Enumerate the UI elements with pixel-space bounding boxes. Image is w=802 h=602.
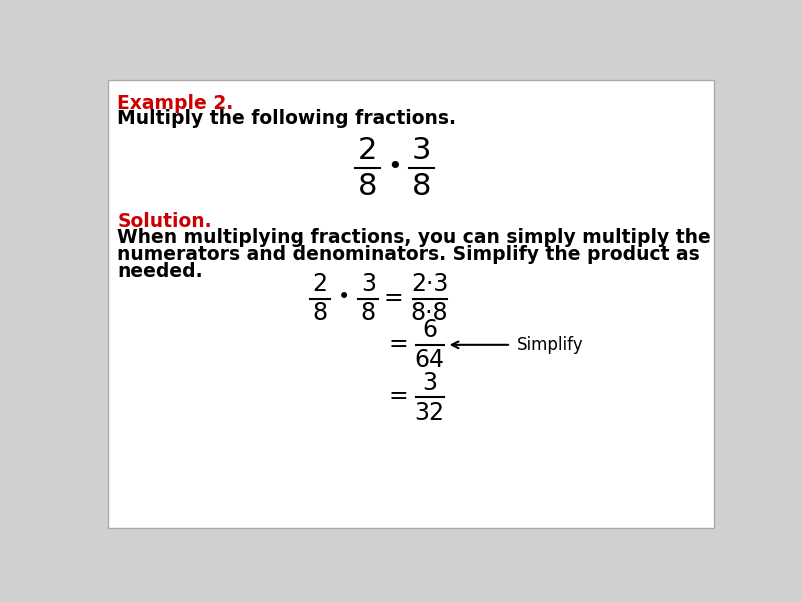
Text: 8: 8 [412, 172, 431, 202]
Text: numerators and denominators. Simplify the product as: numerators and denominators. Simplify th… [117, 245, 700, 264]
Text: 3: 3 [412, 135, 431, 164]
FancyBboxPatch shape [108, 80, 714, 528]
Text: 8: 8 [358, 172, 378, 202]
Text: 6: 6 [422, 318, 437, 342]
Text: 8: 8 [361, 301, 376, 325]
Text: Example 2.: Example 2. [117, 94, 233, 113]
Text: 8·8: 8·8 [411, 301, 448, 325]
Text: •: • [387, 155, 402, 179]
Text: Simplify: Simplify [517, 336, 584, 354]
Text: When multiplying fractions, you can simply multiply the: When multiplying fractions, you can simp… [117, 228, 711, 247]
Text: needed.: needed. [117, 262, 203, 281]
Text: 32: 32 [415, 400, 444, 424]
Text: 2: 2 [358, 135, 377, 164]
Text: Solution.: Solution. [117, 213, 212, 231]
Text: 3: 3 [422, 371, 437, 394]
Text: =: = [389, 385, 408, 408]
Text: 2·3: 2·3 [411, 272, 448, 296]
Text: 3: 3 [361, 272, 376, 296]
Text: 8: 8 [312, 301, 327, 325]
Text: •: • [338, 287, 350, 307]
Text: 2: 2 [312, 272, 327, 296]
Text: =: = [383, 286, 403, 310]
Text: Multiply the following fractions.: Multiply the following fractions. [117, 109, 456, 128]
Text: =: = [389, 332, 408, 356]
Text: 64: 64 [415, 348, 444, 372]
